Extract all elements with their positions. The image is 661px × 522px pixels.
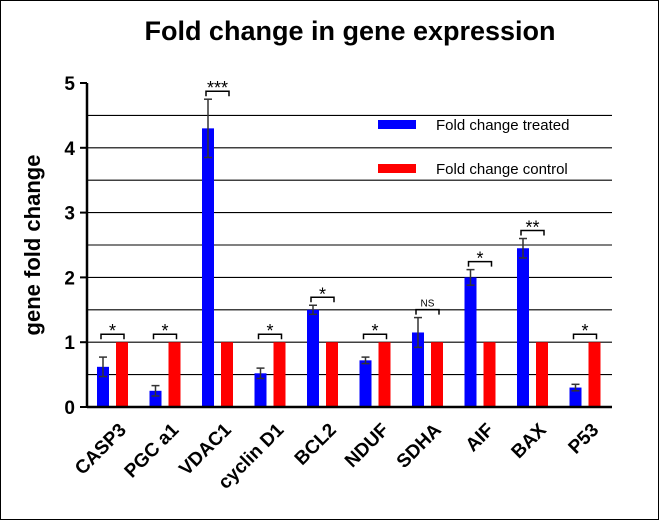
significance-bracket — [100, 333, 125, 340]
x-tick-label: AIF — [462, 420, 498, 456]
x-tick-label: P53 — [565, 420, 604, 459]
y-tick-label: 4 — [64, 139, 75, 160]
y-tick-label: 2 — [64, 268, 75, 289]
bar-control — [116, 342, 128, 407]
x-tick-label: NDUF — [341, 420, 393, 472]
bar-control — [273, 342, 286, 407]
y-tick-label: 5 — [64, 74, 75, 95]
bar-treated — [202, 128, 214, 408]
bar-treated — [149, 390, 162, 407]
significance-label: * — [319, 284, 326, 304]
y-ticks: 0 1 2 3 4 5 — [64, 74, 87, 419]
significance-bracket — [467, 260, 493, 267]
bar-control — [378, 342, 391, 407]
bar-treated — [254, 373, 267, 407]
bar-treated — [307, 309, 319, 407]
significance-bracket — [572, 333, 598, 340]
significance-markers: * *******NS**** — [100, 78, 598, 341]
legend-swatch — [378, 120, 416, 129]
bar-control — [168, 342, 181, 407]
significance-bracket — [257, 333, 283, 340]
bar-control — [588, 342, 601, 407]
significance-bracket — [152, 333, 178, 340]
significance-bracket — [310, 296, 335, 303]
chart-title: Fold change in gene expression — [144, 16, 555, 46]
bar-control — [221, 342, 233, 407]
bar-control — [536, 342, 548, 407]
bar-treated — [359, 360, 372, 407]
y-tick-label: 3 — [64, 204, 75, 225]
legend-swatch — [378, 164, 416, 173]
y-axis-label: gene fold change — [20, 155, 45, 336]
significance-label: * — [109, 321, 116, 341]
significance-label: *** — [207, 78, 228, 98]
legend: Fold change treated Fold change control — [378, 117, 569, 178]
significance-label: * — [266, 321, 273, 341]
error-bars — [99, 98, 580, 397]
bar-control — [431, 342, 443, 407]
x-tick-label: PGC a1 — [121, 419, 184, 482]
significance-label: * — [476, 249, 483, 269]
x-tick-label: SDHA — [393, 419, 446, 472]
y-tick-label: 1 — [64, 333, 75, 354]
legend-label: Fold change control — [436, 161, 568, 178]
significance-bracket — [205, 90, 230, 97]
bar-treated — [412, 332, 424, 407]
significance-label: * — [581, 321, 588, 341]
significance-bracket — [520, 229, 545, 236]
bar-treated — [517, 248, 529, 407]
significance-bracket — [362, 333, 388, 340]
significance-label: * — [371, 321, 378, 341]
significance-bracket — [415, 308, 440, 315]
axes — [85, 83, 612, 409]
x-tick-label: BAX — [508, 419, 551, 462]
y-tick-label: 0 — [64, 398, 75, 419]
x-tick-label: CASP3 — [71, 420, 131, 480]
significance-label: NS — [421, 299, 435, 310]
x-tick-label: BCL2 — [291, 420, 341, 470]
significance-label: ** — [525, 218, 539, 238]
bar-treated — [569, 387, 582, 407]
bar-control — [326, 342, 338, 407]
bar-control — [483, 342, 496, 407]
bar-treated — [464, 277, 477, 407]
legend-label: Fold change treated — [436, 117, 569, 134]
significance-label: * — [161, 321, 168, 341]
